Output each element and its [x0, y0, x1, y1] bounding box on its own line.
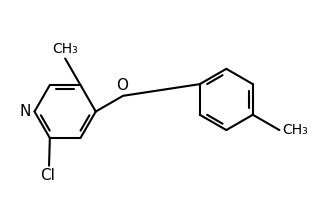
Text: CH₃: CH₃ [283, 123, 308, 137]
Text: Cl: Cl [40, 168, 55, 183]
Text: N: N [20, 104, 31, 119]
Text: CH₃: CH₃ [52, 42, 78, 56]
Text: O: O [116, 78, 128, 93]
